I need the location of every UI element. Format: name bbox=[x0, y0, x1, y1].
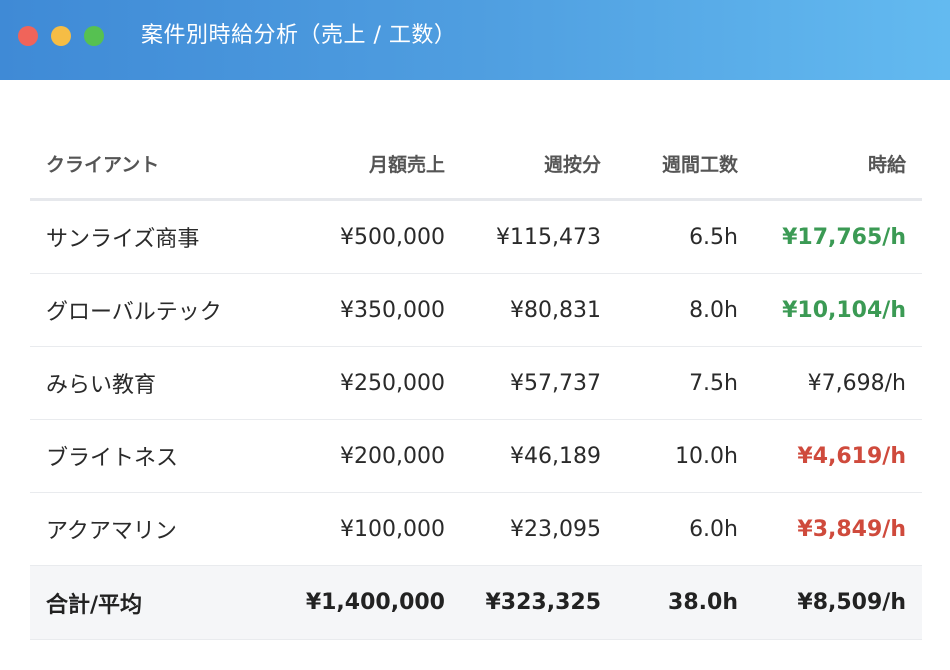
total-label: 合計/平均 bbox=[30, 565, 270, 640]
weekly-allocation-cell: ¥46,189 bbox=[461, 419, 617, 493]
hourly-rate-cell: ¥3,849/h bbox=[754, 492, 922, 566]
window-titlebar: 案件別時給分析（売上 / 工数） bbox=[0, 0, 950, 80]
weekly-hours-cell: 6.0h bbox=[617, 492, 754, 566]
total-monthly-sales: ¥1,400,000 bbox=[270, 565, 461, 640]
average-hourly-rate: ¥8,509/h bbox=[754, 565, 922, 640]
weekly-allocation-cell: ¥23,095 bbox=[461, 492, 617, 566]
column-header-hourly-rate: 時給 bbox=[754, 128, 922, 201]
weekly-hours-cell: 8.0h bbox=[617, 273, 754, 347]
client-name-cell: グローバルテック bbox=[30, 273, 270, 347]
column-header-weekly-hours: 週間工数 bbox=[617, 128, 754, 201]
window-controls bbox=[18, 26, 104, 46]
total-weekly-allocation: ¥323,325 bbox=[461, 565, 617, 640]
client-name-cell: アクアマリン bbox=[30, 492, 270, 566]
hourly-rate-cell: ¥10,104/h bbox=[754, 273, 922, 347]
total-weekly-hours: 38.0h bbox=[617, 565, 754, 640]
client-name-cell: サンライズ商事 bbox=[30, 199, 270, 274]
window-title: 案件別時給分析（売上 / 工数） bbox=[141, 23, 457, 48]
table-body: サンライズ商事 ¥500,000 ¥115,473 6.5h ¥17,765/h… bbox=[30, 199, 922, 566]
monthly-sales-cell: ¥500,000 bbox=[270, 199, 461, 274]
monthly-sales-cell: ¥100,000 bbox=[270, 492, 461, 566]
hourly-rate-cell: ¥7,698/h bbox=[754, 346, 922, 420]
weekly-allocation-cell: ¥80,831 bbox=[461, 273, 617, 347]
client-name-cell: みらい教育 bbox=[30, 346, 270, 420]
table-row: ブライトネス ¥200,000 ¥46,189 10.0h ¥4,619/h bbox=[30, 419, 922, 493]
total-row: 合計/平均 ¥1,400,000 ¥323,325 38.0h ¥8,509/h bbox=[30, 565, 922, 640]
monthly-sales-cell: ¥350,000 bbox=[270, 273, 461, 347]
column-header-weekly-allocation: 週按分 bbox=[461, 128, 617, 201]
table-row: グローバルテック ¥350,000 ¥80,831 8.0h ¥10,104/h bbox=[30, 273, 922, 347]
weekly-allocation-cell: ¥57,737 bbox=[461, 346, 617, 420]
column-header-client: クライアント bbox=[30, 128, 270, 201]
weekly-allocation-cell: ¥115,473 bbox=[461, 199, 617, 274]
column-header-monthly-sales: 月額売上 bbox=[270, 128, 461, 201]
table-row: アクアマリン ¥100,000 ¥23,095 6.0h ¥3,849/h bbox=[30, 492, 922, 566]
client-name-cell: ブライトネス bbox=[30, 419, 270, 493]
hourly-rate-table: クライアント 月額売上 週按分 週間工数 時給 サンライズ商事 ¥500,000… bbox=[30, 128, 922, 640]
monthly-sales-cell: ¥250,000 bbox=[270, 346, 461, 420]
table-row: みらい教育 ¥250,000 ¥57,737 7.5h ¥7,698/h bbox=[30, 346, 922, 420]
close-window-button[interactable] bbox=[18, 26, 38, 46]
table-header-row: クライアント 月額売上 週按分 週間工数 時給 bbox=[30, 128, 922, 201]
minimize-window-button[interactable] bbox=[51, 26, 71, 46]
main-content: クライアント 月額売上 週按分 週間工数 時給 サンライズ商事 ¥500,000… bbox=[30, 128, 922, 640]
weekly-hours-cell: 6.5h bbox=[617, 199, 754, 274]
monthly-sales-cell: ¥200,000 bbox=[270, 419, 461, 493]
weekly-hours-cell: 7.5h bbox=[617, 346, 754, 420]
maximize-window-button[interactable] bbox=[84, 26, 104, 46]
weekly-hours-cell: 10.0h bbox=[617, 419, 754, 493]
hourly-rate-cell: ¥17,765/h bbox=[754, 199, 922, 274]
hourly-rate-cell: ¥4,619/h bbox=[754, 419, 922, 493]
table-row: サンライズ商事 ¥500,000 ¥115,473 6.5h ¥17,765/h bbox=[30, 199, 922, 274]
